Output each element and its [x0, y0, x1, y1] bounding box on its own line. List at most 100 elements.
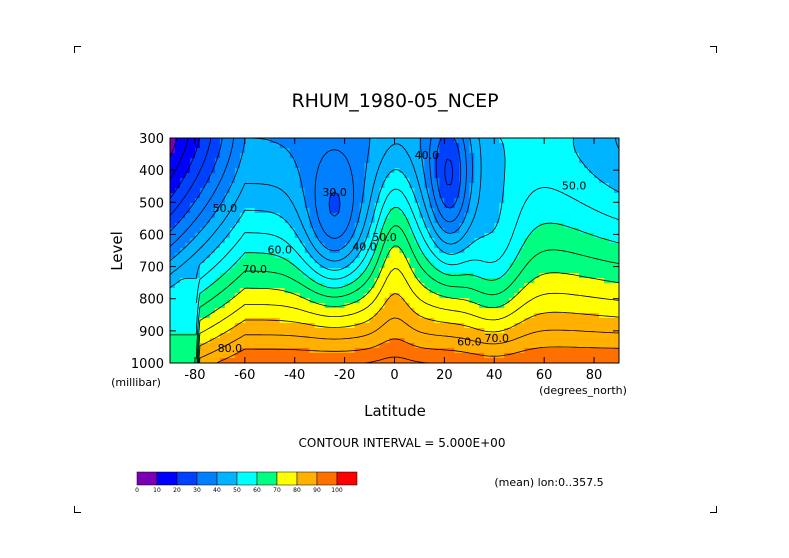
- field-cell: [569, 353, 575, 359]
- field-cell: [589, 343, 595, 349]
- field-cell: [249, 258, 256, 264]
- field-cell: [299, 203, 306, 209]
- field-cell: [379, 268, 386, 274]
- field-cell: [394, 278, 401, 284]
- field-cell: [369, 258, 376, 264]
- field-cell: [304, 263, 311, 269]
- field-cell: [334, 303, 341, 309]
- field-cell: [459, 358, 465, 363]
- field-cell: [559, 173, 565, 179]
- field-cell: [429, 253, 436, 259]
- field-cell: [419, 238, 426, 244]
- field-cell: [344, 333, 351, 339]
- field-cell: [544, 188, 550, 194]
- field-cell: [334, 193, 341, 199]
- field-cell: [184, 343, 191, 349]
- field-cell: [219, 248, 226, 254]
- field-cell: [354, 303, 361, 309]
- field-cell: [424, 138, 431, 144]
- field-cell: [299, 353, 306, 359]
- field-cell: [334, 348, 341, 354]
- x-tick-label: 60: [536, 368, 553, 383]
- field-cell: [269, 148, 276, 154]
- field-cell: [384, 153, 391, 159]
- field-cell: [459, 233, 465, 239]
- field-cell: [384, 243, 391, 249]
- field-cell: [559, 293, 565, 299]
- field-cell: [224, 353, 231, 359]
- field-cell: [439, 348, 445, 354]
- field-cell: [229, 218, 236, 224]
- field-cell: [304, 143, 311, 149]
- field-cell: [534, 193, 540, 199]
- field-cell: [514, 273, 520, 279]
- field-cell: [394, 178, 401, 184]
- field-cell: [549, 323, 555, 329]
- field-cell: [469, 228, 475, 234]
- field-cell: [549, 153, 555, 159]
- field-cell: [170, 193, 176, 199]
- field-cell: [299, 343, 306, 349]
- field-cell: [274, 358, 281, 363]
- field-cell: [509, 183, 515, 189]
- field-cell: [254, 323, 261, 329]
- field-cell: [494, 143, 500, 149]
- field-cell: [544, 298, 550, 304]
- field-cell: [344, 308, 351, 314]
- field-cell: [234, 303, 241, 309]
- field-cell: [174, 323, 181, 329]
- field-cell: [459, 353, 465, 359]
- field-cell: [514, 328, 520, 334]
- field-cell: [219, 148, 226, 154]
- field-cell: [464, 183, 470, 189]
- field-cell: [204, 223, 211, 229]
- field-cell: [194, 153, 201, 159]
- field-cell: [604, 253, 610, 259]
- field-cell: [484, 193, 490, 199]
- field-cell: [459, 163, 465, 169]
- field-cell: [244, 198, 251, 204]
- field-cell: [329, 163, 336, 169]
- field-cell: [214, 318, 221, 324]
- field-cell: [439, 168, 445, 174]
- field-cell: [184, 248, 191, 254]
- contour-line: [170, 138, 189, 180]
- field-cell: [379, 273, 386, 279]
- field-cell: [189, 258, 196, 264]
- field-cell: [249, 253, 256, 259]
- field-cell: [504, 183, 510, 189]
- field-cell: [499, 323, 505, 329]
- field-cell: [409, 178, 416, 184]
- field-cell: [204, 318, 211, 324]
- field-cell: [304, 173, 311, 179]
- field-cell: [364, 288, 371, 294]
- field-cell: [289, 168, 296, 174]
- field-cell: [419, 173, 426, 179]
- field-cell: [534, 178, 540, 184]
- field-cell: [489, 248, 495, 254]
- field-cell: [454, 263, 460, 269]
- field-cell: [294, 338, 301, 344]
- field-cell: [594, 313, 600, 319]
- field-cell: [524, 293, 530, 299]
- field-cell: [369, 183, 376, 189]
- field-cell: [334, 268, 341, 274]
- field-cell: [314, 328, 321, 334]
- field-cell: [544, 273, 550, 279]
- field-cell: [574, 323, 580, 329]
- field-cell: [324, 353, 331, 359]
- field-cell: [379, 318, 386, 324]
- field-cell: [369, 283, 376, 289]
- field-cell: [269, 313, 276, 319]
- field-cell: [214, 283, 221, 289]
- field-cell: [454, 323, 460, 329]
- field-cell: [259, 233, 266, 239]
- field-cell: [549, 198, 555, 204]
- field-cell: [229, 303, 236, 309]
- field-cell: [414, 338, 421, 344]
- field-cell: [209, 143, 216, 149]
- field-cell: [389, 198, 396, 204]
- field-cell: [579, 343, 585, 349]
- field-cell: [209, 283, 216, 289]
- field-cell: [514, 308, 520, 314]
